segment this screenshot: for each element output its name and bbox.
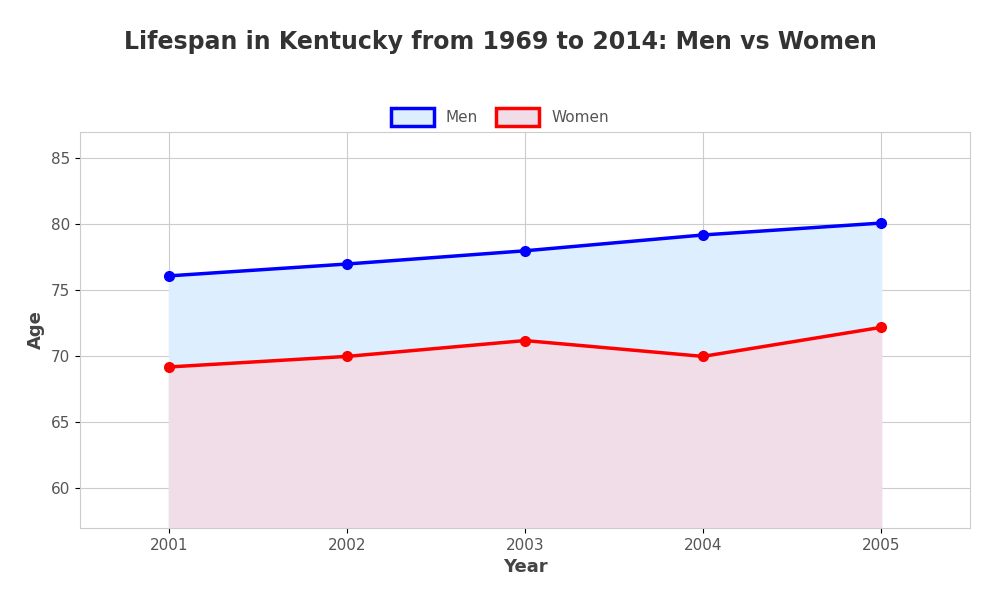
Legend: Men, Women: Men, Women bbox=[383, 101, 617, 134]
Y-axis label: Age: Age bbox=[27, 311, 45, 349]
X-axis label: Year: Year bbox=[503, 558, 547, 576]
Text: Lifespan in Kentucky from 1969 to 2014: Men vs Women: Lifespan in Kentucky from 1969 to 2014: … bbox=[124, 30, 876, 54]
